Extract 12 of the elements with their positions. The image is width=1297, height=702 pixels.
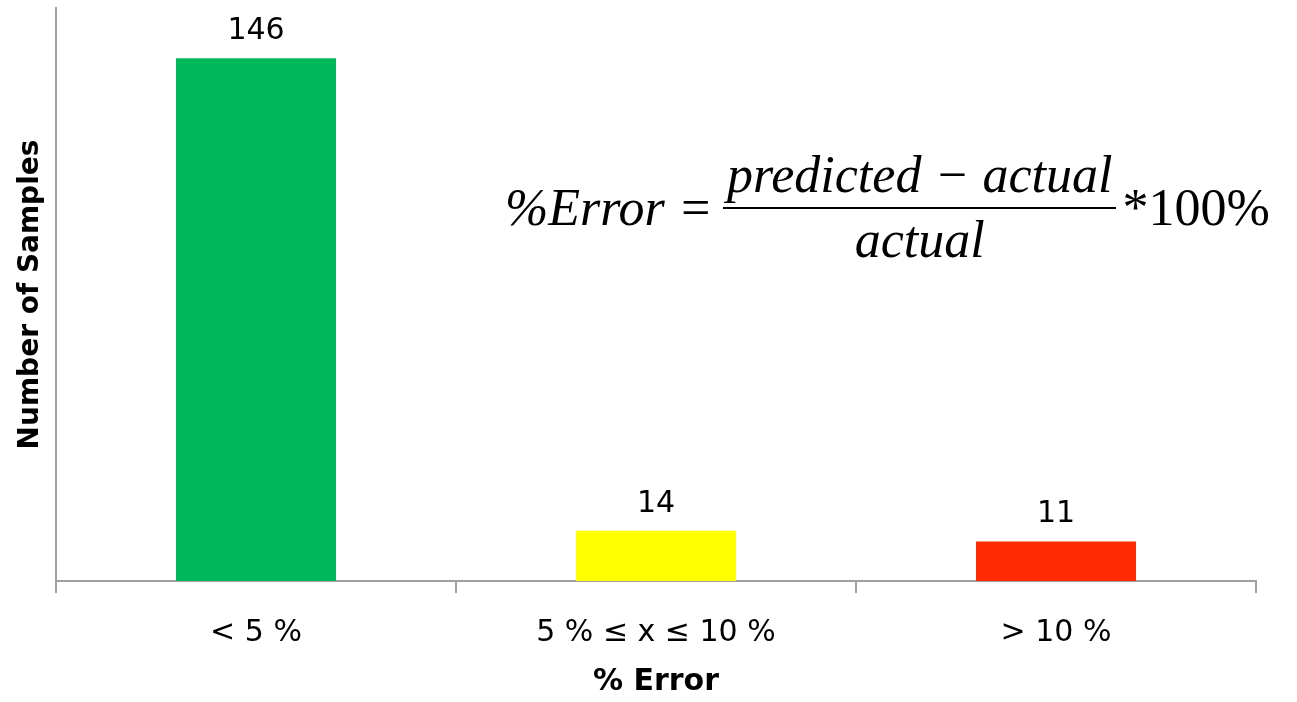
- x-tick-label: < 5 %: [210, 612, 302, 648]
- data-label: 14: [636, 483, 676, 519]
- annotation: actual: [854, 209, 985, 268]
- x-tick-label: > 10 %: [1000, 612, 1112, 648]
- data-label: 11: [1036, 494, 1076, 530]
- annotation: %Error =: [505, 178, 713, 238]
- y-axis-title: Number of Samples: [12, 139, 46, 450]
- annotation: predicted − actual: [722, 146, 1117, 209]
- x-tick-label: 5 % ≤ x ≤ 10 %: [536, 612, 776, 648]
- annotation: *100%: [1122, 178, 1270, 238]
- x-axis-title: % Error: [593, 661, 720, 697]
- data-label: 146: [227, 10, 285, 46]
